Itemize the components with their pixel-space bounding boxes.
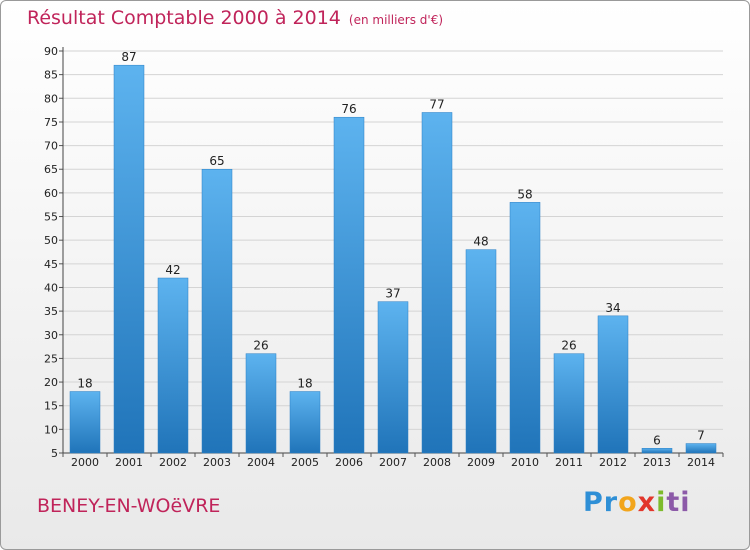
data-label-2008: 77 (429, 97, 444, 111)
data-label-2002: 42 (165, 263, 180, 277)
y-tick-label: 90 (44, 45, 58, 58)
data-label-2004: 26 (253, 339, 268, 353)
x-tick-label-2008: 2008 (423, 456, 451, 469)
chart-title-main: Résultat Comptable 2000 à 2014 (27, 7, 341, 29)
y-tick-label: 80 (44, 92, 58, 105)
labels: 18 87 42 65 26 18 76 37 77 48 58 26 34 6 7 (77, 50, 704, 447)
logo-part-1: Pr (583, 487, 619, 518)
logo-part-2: o (618, 487, 638, 518)
x-tick-label-2005: 2005 (291, 456, 319, 469)
y-tick-label: 70 (44, 140, 58, 153)
x-tick-label-2003: 2003 (203, 456, 231, 469)
y-tick-label: 85 (44, 69, 58, 82)
logo-part-3: x (637, 487, 657, 518)
bar-2010 (509, 202, 541, 454)
x-tick-label-2010: 2010 (511, 456, 539, 469)
x-tick-label-2007: 2007 (379, 456, 407, 469)
logo-part-4: i (656, 487, 667, 518)
y-tick-label: 35 (44, 305, 58, 318)
bar-2009 (465, 249, 497, 454)
data-label-2005: 18 (297, 377, 312, 391)
bar-2007 (377, 301, 409, 454)
x-tick-label-2014: 2014 (687, 456, 715, 469)
proxiti-logo[interactable]: Proxiti (583, 487, 691, 518)
y-tick-label: 15 (44, 400, 58, 413)
y-tick-label: 55 (44, 211, 58, 224)
bar-2003 (201, 168, 233, 454)
y-tick-label: 10 (44, 423, 58, 436)
bar-2013 (641, 448, 673, 454)
data-label-2001: 87 (121, 50, 136, 64)
x-tick-label-2012: 2012 (599, 456, 627, 469)
data-label-2011: 26 (561, 339, 576, 353)
data-label-2014: 7 (697, 429, 705, 443)
data-label-2000: 18 (77, 377, 92, 391)
bar-2004 (245, 353, 277, 454)
bar-2005 (289, 391, 321, 454)
logo-part-5: ti (666, 487, 691, 518)
data-label-2012: 34 (605, 301, 620, 315)
data-label-2007: 37 (385, 287, 400, 301)
y-tick-label: 50 (44, 234, 58, 247)
bar-2000 (69, 391, 101, 454)
axes: 5 10 15 20 25 30 35 40 45 50 55 60 65 70 75 80 85 90 2000 2… (44, 45, 724, 469)
bar-2001 (113, 64, 145, 454)
y-tick-label: 65 (44, 163, 58, 176)
data-label-2003: 65 (209, 154, 224, 168)
y-tick-label: 30 (44, 329, 58, 342)
y-tick-label: 75 (44, 116, 58, 129)
y-tick-label: 40 (44, 281, 58, 294)
x-tick-label-2006: 2006 (335, 456, 363, 469)
x-tick-label-2009: 2009 (467, 456, 495, 469)
data-label-2009: 48 (473, 235, 488, 249)
bar-2014 (685, 443, 717, 454)
bar-2011 (553, 353, 585, 454)
data-label-2006: 76 (341, 102, 356, 116)
y-tick-label: 25 (44, 352, 58, 365)
x-tick-label-2001: 2001 (115, 456, 143, 469)
y-tick-label: 45 (44, 258, 58, 271)
bars (69, 64, 717, 454)
bar-2002 (157, 277, 189, 454)
bar-2008 (421, 112, 453, 454)
y-tick-label: 5 (51, 447, 58, 460)
bar-2012 (597, 315, 629, 454)
y-tick-label: 60 (44, 187, 58, 200)
x-tick-label-2004: 2004 (247, 456, 275, 469)
commune-name: BENEY-EN-WOëVRE (37, 495, 221, 517)
x-tick-label-2002: 2002 (159, 456, 187, 469)
x-tick-label-2000: 2000 (71, 456, 99, 469)
x-tick-label-2011: 2011 (555, 456, 583, 469)
chart-title: Résultat Comptable 2000 à 2014 (en millie… (27, 7, 443, 29)
x-tick-label-2013: 2013 (643, 456, 671, 469)
y-tick-label: 20 (44, 376, 58, 389)
data-label-2013: 6 (653, 433, 661, 447)
bar-2006 (333, 116, 365, 454)
chart-title-unit: (en milliers d'€) (348, 13, 444, 27)
data-label-2010: 58 (517, 187, 532, 201)
